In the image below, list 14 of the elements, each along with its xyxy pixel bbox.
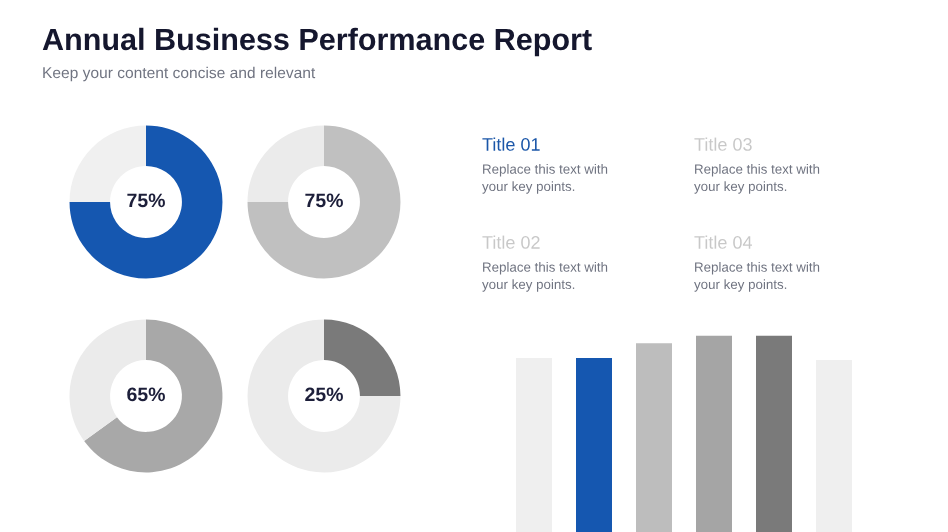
text: Title 01: [482, 137, 540, 151]
bar: [636, 343, 672, 532]
text: Annual Business Performance Report: [42, 27, 592, 57]
data-label: 25%: [305, 387, 343, 402]
bar: [756, 335, 792, 532]
donut-slice: [247, 319, 401, 473]
bar: [696, 335, 732, 532]
donut-slice: [247, 125, 401, 279]
data-label: 75%: [305, 193, 343, 208]
donut-slice: [84, 319, 223, 473]
data-label: 65%: [127, 387, 165, 402]
donut-slice: [69, 125, 223, 279]
data-label: 75%: [127, 193, 165, 208]
bar: [576, 358, 612, 532]
